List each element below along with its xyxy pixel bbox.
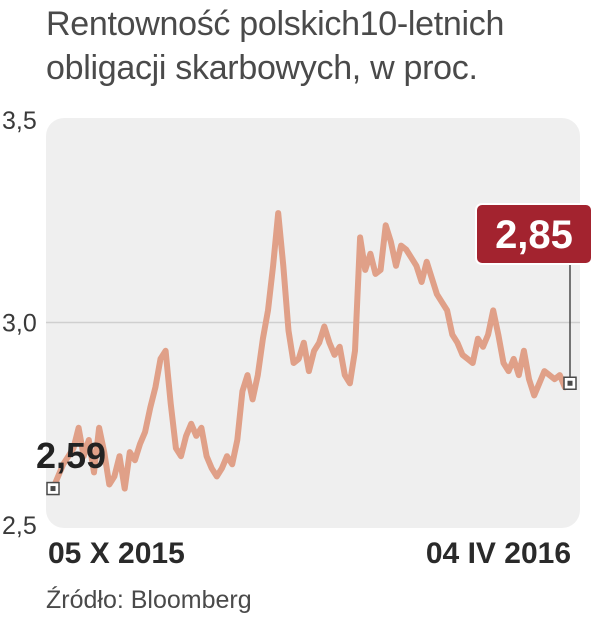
marker-layer	[46, 264, 577, 496]
x-tick-label-start: 05 X 2015	[48, 537, 185, 570]
end-point-marker-dot	[567, 380, 573, 386]
chart-title: Rentowność polskich10-letnich obligacji …	[46, 5, 505, 87]
label-layer: 2,59 2,85	[36, 203, 593, 476]
x-axis-tick-labels: 05 X 2015 04 IV 2016	[48, 537, 571, 570]
end-value-callout	[475, 203, 593, 265]
y-tick-label: 3,0	[2, 310, 37, 338]
series-line	[50, 210, 573, 492]
start-value-label: 2,59	[36, 435, 106, 476]
start-point-marker-dot	[50, 486, 56, 492]
x-tick-label-end: 04 IV 2016	[426, 537, 571, 570]
y-tick-label: 2,5	[2, 512, 37, 540]
y-tick-label: 3,5	[2, 107, 37, 135]
series-layer	[50, 210, 573, 492]
y-axis-tick-labels: 2,5 3,0 3,5	[2, 107, 37, 540]
source-note: Źródło: Bloomberg	[46, 586, 252, 614]
end-value-label: 2,85	[495, 213, 573, 257]
